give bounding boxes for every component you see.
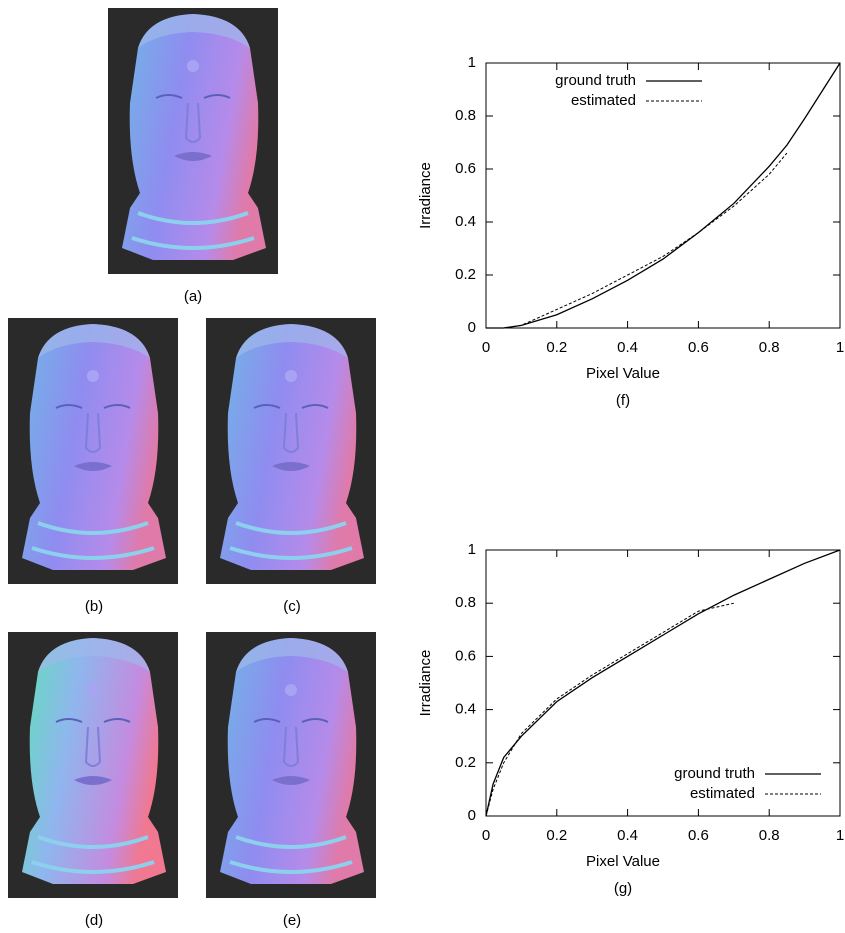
y-tick-label: 0.4 bbox=[455, 701, 476, 718]
y-tick-label: 0.8 bbox=[455, 107, 476, 124]
image-caption: (c) bbox=[283, 598, 301, 615]
y-tick-label: 0.4 bbox=[455, 213, 476, 230]
y-axis-label: Irradiance bbox=[417, 162, 434, 229]
chart-caption: (g) bbox=[614, 880, 632, 897]
x-tick-label: 0.6 bbox=[688, 339, 709, 356]
image-caption: (e) bbox=[283, 912, 301, 929]
y-tick-label: 0.2 bbox=[455, 754, 476, 771]
line-series bbox=[486, 63, 840, 328]
x-tick-label: 0.2 bbox=[546, 827, 567, 844]
y-tick-label: 0.6 bbox=[455, 647, 476, 664]
x-tick-label: 0.4 bbox=[617, 339, 638, 356]
y-axis-label: Irradiance bbox=[417, 650, 434, 717]
image-b bbox=[8, 318, 178, 584]
x-tick-label: 0.8 bbox=[759, 827, 780, 844]
x-axis-label: Pixel Value bbox=[586, 365, 660, 382]
x-tick-label: 0.4 bbox=[617, 827, 638, 844]
y-tick-label: 0.8 bbox=[455, 594, 476, 611]
line-series bbox=[486, 550, 840, 816]
image-caption: (d) bbox=[85, 912, 103, 929]
chart-caption: (f) bbox=[616, 392, 630, 409]
legend-label: ground truth bbox=[674, 765, 755, 782]
x-tick-label: 0 bbox=[482, 827, 490, 844]
image-d bbox=[8, 632, 178, 898]
plot-frame bbox=[486, 63, 840, 328]
line-series bbox=[504, 153, 787, 328]
image-e bbox=[206, 632, 376, 898]
x-axis-label: Pixel Value bbox=[586, 853, 660, 870]
x-tick-label: 0.6 bbox=[688, 827, 709, 844]
image-c bbox=[206, 318, 376, 584]
legend-label: estimated bbox=[690, 785, 755, 802]
x-tick-label: 0.8 bbox=[759, 339, 780, 356]
image-caption: (a) bbox=[184, 288, 202, 305]
y-tick-label: 0.2 bbox=[455, 266, 476, 283]
figure: (a) (b) (c) (d) (e) 0 0.2 0.4 0.6 0.8 1 0 0.2 0.… bbox=[0, 0, 845, 933]
x-tick-label: 1 bbox=[836, 339, 844, 356]
x-tick-label: 1 bbox=[836, 827, 844, 844]
x-tick-label: 0.2 bbox=[546, 339, 567, 356]
legend-label: estimated bbox=[571, 92, 636, 109]
y-tick-label: 0.6 bbox=[455, 160, 476, 177]
image-caption: (b) bbox=[85, 598, 103, 615]
legend-label: ground truth bbox=[555, 72, 636, 89]
plot-frame bbox=[486, 550, 840, 816]
y-tick-label: 1 bbox=[468, 541, 476, 558]
y-tick-label: 0 bbox=[468, 319, 476, 336]
image-a bbox=[108, 8, 278, 274]
y-tick-label: 0 bbox=[468, 807, 476, 824]
y-tick-label: 1 bbox=[468, 54, 476, 71]
x-tick-label: 0 bbox=[482, 339, 490, 356]
